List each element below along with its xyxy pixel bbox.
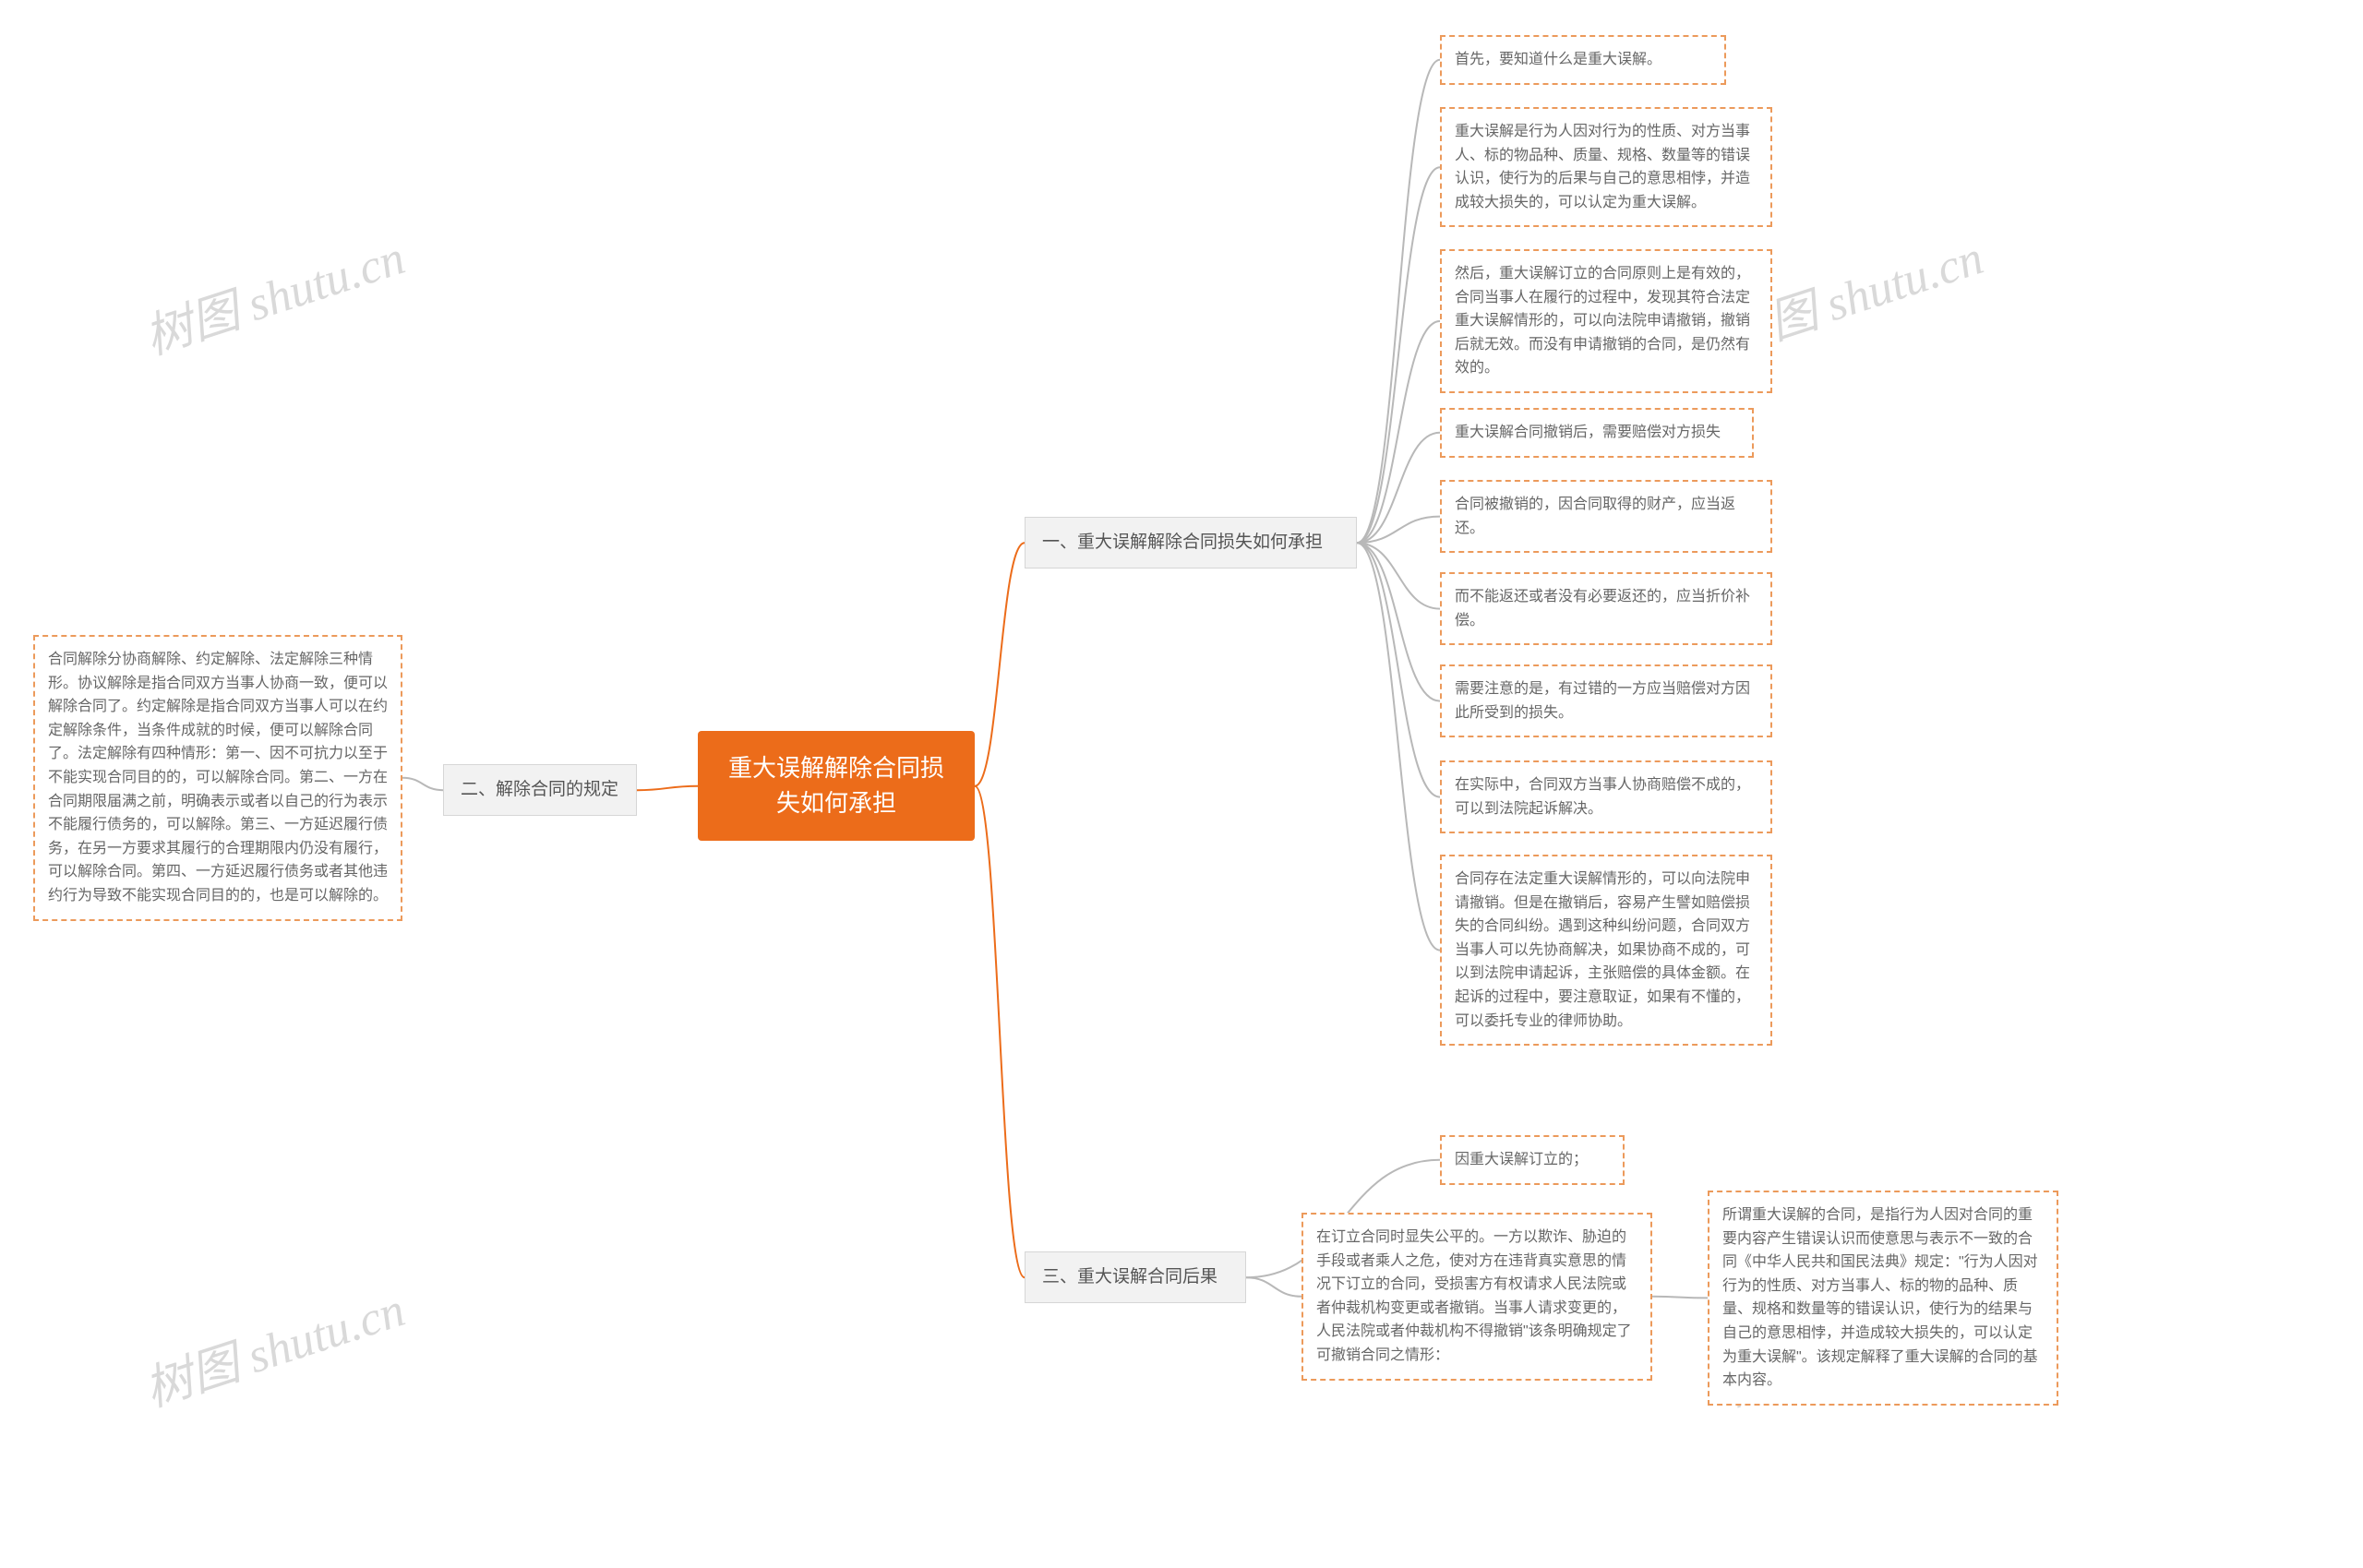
mindmap-canvas: 树图 shutu.cn 树图 shutu.cn 树图 shutu.cn 树图 s… xyxy=(0,0,2363,1568)
leaf-node: 重大误解合同撤销后，需要赔偿对方损失 xyxy=(1440,408,1754,458)
leaf-node: 首先，要知道什么是重大误解。 xyxy=(1440,35,1726,85)
leaf-node: 合同被撤销的，因合同取得的财产，应当返还。 xyxy=(1440,480,1772,553)
leaf-node: 在实际中，合同双方当事人协商赔偿不成的，可以到法院起诉解决。 xyxy=(1440,760,1772,833)
leaf-node: 需要注意的是，有过错的一方应当赔偿对方因此所受到的损失。 xyxy=(1440,664,1772,737)
section-node-3[interactable]: 三、重大误解合同后果 xyxy=(1025,1251,1246,1303)
section-node-2[interactable]: 二、解除合同的规定 xyxy=(443,764,637,816)
center-node[interactable]: 重大误解解除合同损失如何承担 xyxy=(698,731,975,841)
leaf-node-sub: 所谓重大误解的合同，是指行为人因对合同的重要内容产生错误认识而使意思与表示不一致… xyxy=(1708,1191,2058,1406)
leaf-node: 因重大误解订立的； xyxy=(1440,1135,1625,1185)
leaf-node: 合同存在法定重大误解情形的，可以向法院申请撤销。但是在撤销后，容易产生譬如赔偿损… xyxy=(1440,855,1772,1046)
section-node-1[interactable]: 一、重大误解解除合同损失如何承担 xyxy=(1025,517,1357,569)
watermark: 树图 shutu.cn xyxy=(135,1271,413,1419)
watermark: 树图 shutu.cn xyxy=(135,219,413,367)
leaf-node: 重大误解是行为人因对行为的性质、对方当事人、标的物品种、质量、规格、数量等的错误… xyxy=(1440,107,1772,227)
leaf-node: 而不能返还或者没有必要返还的，应当折价补偿。 xyxy=(1440,572,1772,645)
leaf-node: 在订立合同时显失公平的。一方以欺诈、胁迫的手段或者乘人之危，使对方在违背真实意思… xyxy=(1301,1213,1652,1381)
leaf-node: 合同解除分协商解除、约定解除、法定解除三种情形。协议解除是指合同双方当事人协商一… xyxy=(33,635,402,921)
leaf-node: 然后，重大误解订立的合同原则上是有效的，合同当事人在履行的过程中，发现其符合法定… xyxy=(1440,249,1772,393)
